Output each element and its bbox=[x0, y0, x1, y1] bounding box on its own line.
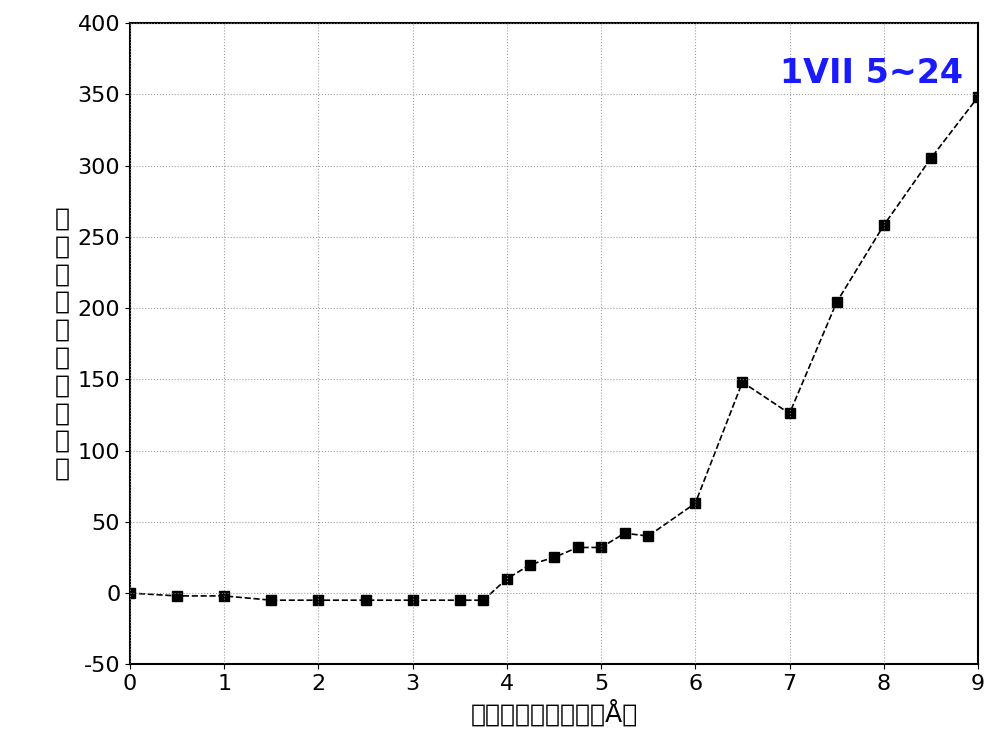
Y-axis label: 落
入
该
区
间
片
段
对
个
数: 落 入 该 区 间 片 段 对 个 数 bbox=[55, 206, 70, 481]
Text: 1VII 5~24: 1VII 5~24 bbox=[780, 57, 963, 90]
X-axis label: 片段对之间的距离（Å）: 片段对之间的距离（Å） bbox=[470, 700, 638, 727]
